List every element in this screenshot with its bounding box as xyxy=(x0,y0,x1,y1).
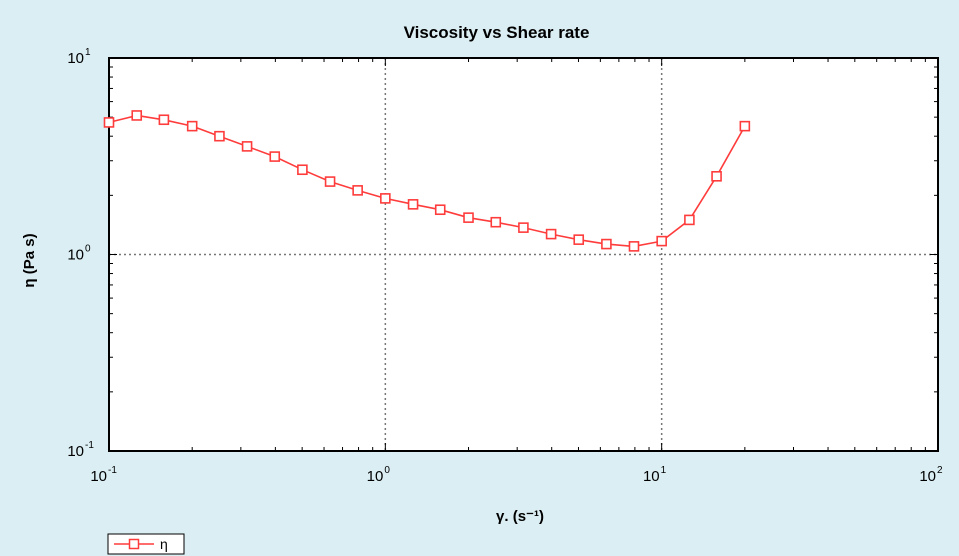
legend-marker-swatch xyxy=(128,538,140,550)
svg-text:0: 0 xyxy=(384,465,390,476)
data-point-marker xyxy=(656,235,667,247)
svg-text:-1: -1 xyxy=(85,440,94,451)
data-point-marker xyxy=(739,120,751,132)
svg-text:10: 10 xyxy=(90,468,107,485)
data-point-marker xyxy=(269,151,281,162)
x-tick-label: 10 1 xyxy=(643,465,667,485)
data-point-marker xyxy=(628,241,640,252)
series-eta xyxy=(103,110,751,252)
data-point-marker xyxy=(711,171,722,182)
data-point-marker xyxy=(684,214,695,226)
data-point-marker xyxy=(434,204,446,216)
chart-title: Viscosity vs Shear rate xyxy=(404,23,590,42)
svg-text:1: 1 xyxy=(661,465,667,476)
y-tick-label: 10 0 xyxy=(67,244,91,264)
legend: η xyxy=(107,533,185,555)
svg-text:1: 1 xyxy=(85,47,91,58)
x-tick-label: 10 2 xyxy=(919,465,943,485)
svg-text:-1: -1 xyxy=(108,465,117,476)
svg-text:10: 10 xyxy=(67,50,84,67)
data-point-marker xyxy=(297,164,308,176)
data-point-marker xyxy=(214,130,225,142)
svg-text:0: 0 xyxy=(85,244,91,255)
data-point-marker xyxy=(601,238,612,250)
grid-lines xyxy=(109,58,938,451)
x-axis-label: γ. (s⁻¹) xyxy=(496,508,544,525)
data-point-marker xyxy=(324,176,336,187)
svg-text:10: 10 xyxy=(643,468,660,485)
y-tick-label: 10 -1 xyxy=(67,440,94,460)
svg-text:10: 10 xyxy=(67,247,84,264)
x-tick-label: 10 -1 xyxy=(90,465,117,485)
data-point-marker xyxy=(158,114,170,126)
data-point-marker xyxy=(490,216,502,228)
svg-text:2: 2 xyxy=(937,465,943,476)
y-tick-label: 10 1 xyxy=(67,47,91,67)
data-point-marker xyxy=(463,212,474,223)
svg-text:10: 10 xyxy=(367,468,384,485)
legend-label: η xyxy=(160,536,168,552)
data-point-marker xyxy=(103,117,115,128)
y-axis-label: η (Pa s) xyxy=(21,233,38,287)
axis-ticks xyxy=(109,58,938,451)
data-point-marker xyxy=(518,222,529,233)
data-point-marker xyxy=(241,141,253,152)
plot-area xyxy=(109,58,938,451)
data-point-marker xyxy=(545,228,557,240)
data-point-marker xyxy=(380,193,391,204)
svg-text:10: 10 xyxy=(67,443,84,460)
data-point-marker xyxy=(131,110,143,121)
data-point-marker xyxy=(352,185,363,196)
x-tick-label: 10 0 xyxy=(367,465,391,485)
data-point-marker xyxy=(407,199,419,210)
data-point-marker xyxy=(186,120,198,132)
tick-labels: 10 -1 10 0 10 1 10 210 -110 010 1 xyxy=(67,47,943,485)
svg-text:10: 10 xyxy=(919,468,936,485)
data-point-marker xyxy=(573,234,585,245)
